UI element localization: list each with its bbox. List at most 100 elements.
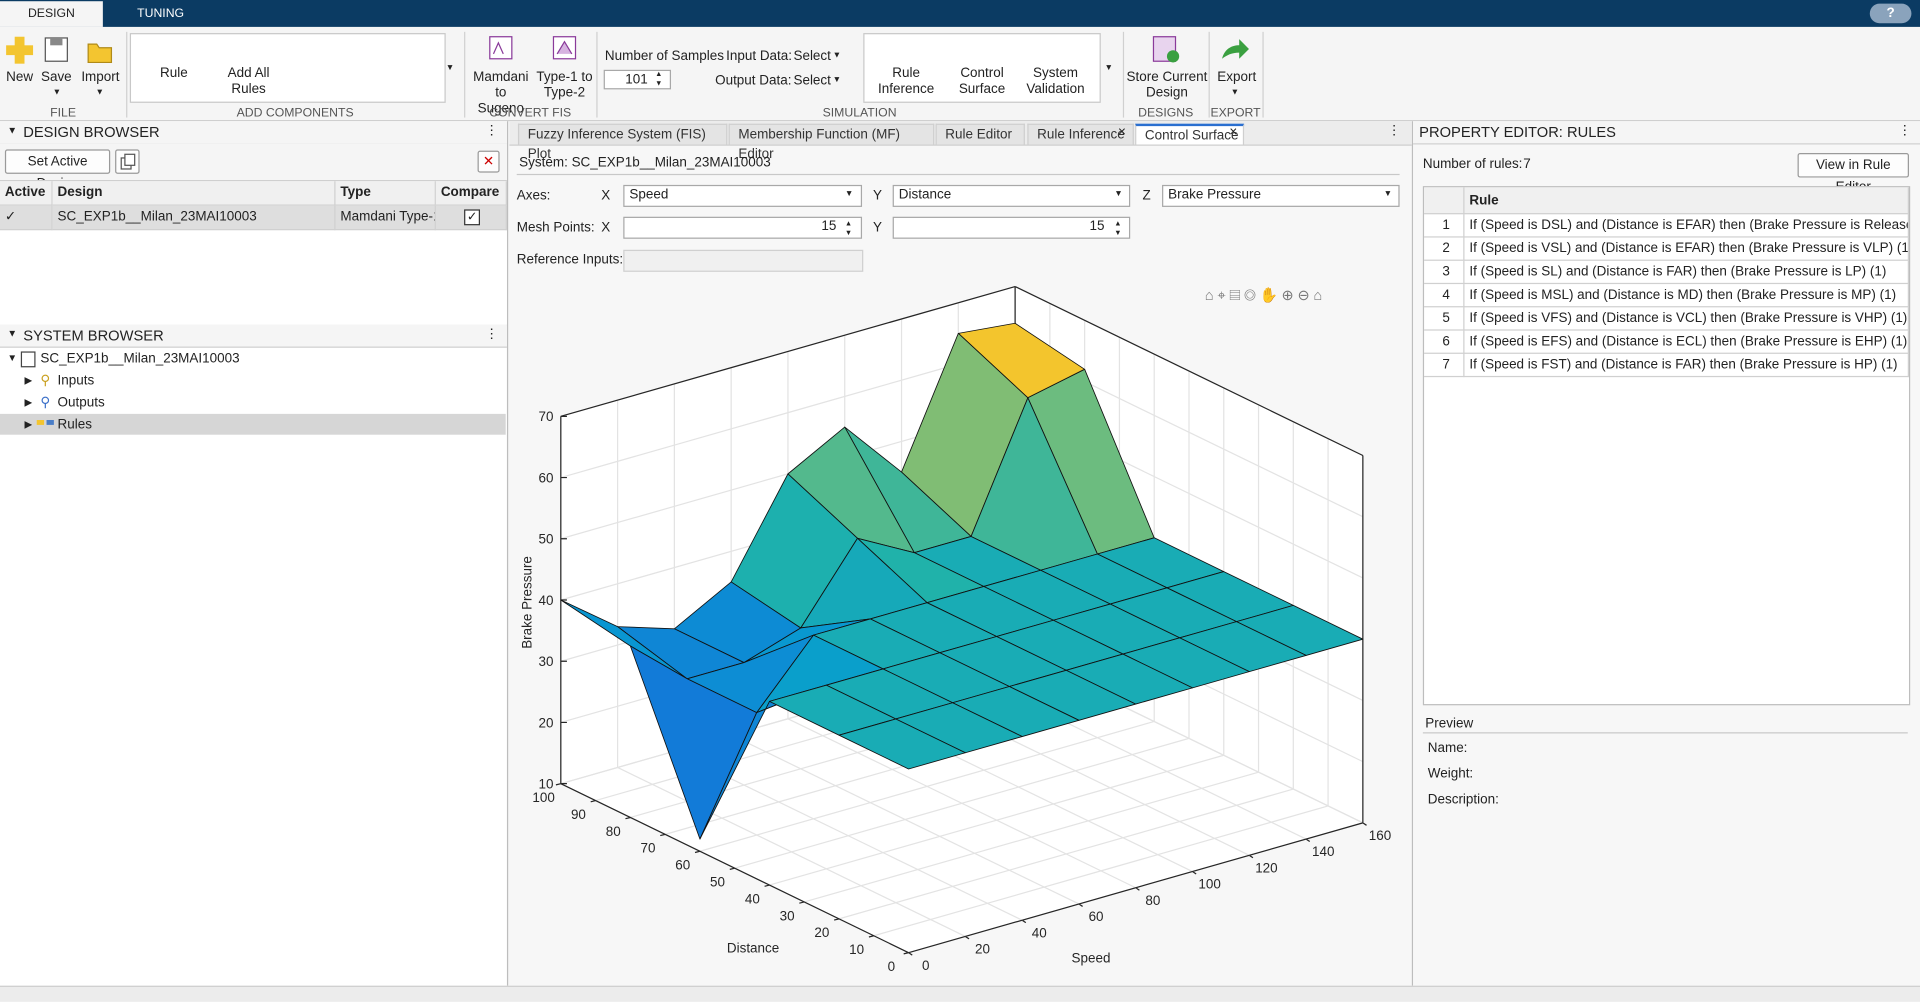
button-label[interactable]: Rule Inference bbox=[878, 66, 935, 97]
collapse-arrow[interactable]: ▼ bbox=[7, 124, 18, 136]
dropdown-arrow[interactable]: ▼ bbox=[832, 75, 842, 85]
collapse-arrow[interactable]: ▼ bbox=[7, 328, 18, 340]
rule-index[interactable]: 7 bbox=[1424, 353, 1465, 378]
button-label[interactable]: Export bbox=[1217, 69, 1257, 85]
delete-button[interactable]: ✕ bbox=[477, 150, 500, 173]
y-tick-label: 0 bbox=[888, 959, 895, 974]
field-label: X bbox=[601, 188, 611, 204]
title-bar bbox=[0, 0, 1920, 27]
dropdown[interactable]: Select bbox=[793, 48, 831, 64]
set-active-design-button[interactable]: Set Active Design bbox=[4, 149, 111, 191]
outputs-icon: ⚲ bbox=[40, 395, 51, 411]
table-cell[interactable]: SC_EXP1b__Milan_23MAI10003 bbox=[52, 205, 336, 231]
button-label[interactable]: System Validation bbox=[1026, 66, 1085, 97]
separator bbox=[1208, 31, 1210, 118]
rule-index[interactable]: 2 bbox=[1424, 237, 1465, 261]
group-label: EXPORT bbox=[1210, 106, 1261, 121]
document-tab[interactable]: Rule Inference bbox=[1027, 123, 1134, 145]
y-tick-label: 100 bbox=[532, 790, 554, 805]
button-label[interactable]: Type-1 to Type-2 bbox=[536, 69, 593, 101]
dropdown-arrow[interactable]: ▼ bbox=[1230, 88, 1240, 97]
button-label[interactable]: Mamdani to Sugeno bbox=[473, 69, 529, 117]
spinner-arrows[interactable]: ▲ ▼ bbox=[655, 71, 663, 89]
icon-type2 bbox=[552, 36, 577, 60]
rule-index[interactable]: 4 bbox=[1424, 284, 1465, 308]
tree-node[interactable]: Inputs bbox=[57, 373, 95, 389]
dropdown-arrow[interactable]: ▼ bbox=[1114, 189, 1123, 199]
button-label[interactable]: Add All Rules bbox=[227, 66, 270, 97]
rule-text[interactable]: If (Speed is VSL) and (Distance is EFAR)… bbox=[1464, 237, 1909, 261]
tab-close[interactable]: × bbox=[1117, 124, 1126, 140]
gallery-expand[interactable]: ▼ bbox=[445, 63, 455, 73]
z-tick-label: 60 bbox=[539, 470, 554, 485]
table-cell[interactable]: Mamdani Type-1 bbox=[335, 205, 436, 231]
rule-text[interactable]: If (Speed is SL) and (Distance is FAR) t… bbox=[1464, 260, 1909, 285]
spinner-arrows[interactable]: ▲ ▼ bbox=[1114, 220, 1122, 238]
reference-inputs-field[interactable] bbox=[623, 249, 864, 272]
rule-text[interactable]: If (Speed is DSL) and (Distance is EFAR)… bbox=[1464, 214, 1909, 238]
compare-checkbox[interactable]: ✓ bbox=[464, 209, 481, 226]
help-button[interactable]: ? bbox=[1869, 3, 1912, 24]
button-label[interactable]: Rule bbox=[160, 66, 188, 81]
samples-spinner[interactable]: 101 bbox=[603, 69, 672, 90]
tree-node[interactable]: Outputs bbox=[57, 395, 105, 411]
button-label[interactable]: Store Current Design bbox=[1126, 69, 1208, 101]
button-label[interactable]: Save bbox=[40, 69, 72, 85]
dropdown[interactable]: Select bbox=[793, 73, 831, 89]
document-tab[interactable]: Fuzzy Inference System (FIS) Plot bbox=[517, 123, 728, 162]
tab[interactable]: TUNING bbox=[137, 7, 185, 21]
rule-index[interactable]: 5 bbox=[1424, 307, 1465, 331]
x-input-dropdown[interactable]: Speed bbox=[623, 184, 863, 207]
z-output-dropdown[interactable]: Brake Pressure bbox=[1162, 184, 1400, 207]
button-label[interactable]: Import bbox=[81, 69, 120, 85]
rule-text[interactable]: If (Speed is EFS) and (Distance is ECL) … bbox=[1464, 330, 1909, 354]
rule-index[interactable]: 1 bbox=[1424, 214, 1465, 238]
spinner-arrows[interactable]: ▲ ▼ bbox=[844, 220, 853, 238]
y-axis-label: Distance bbox=[727, 941, 779, 956]
tree-expander[interactable]: ▶ bbox=[24, 418, 33, 430]
tree-expander[interactable]: ▶ bbox=[24, 396, 33, 408]
tree-node[interactable]: Rules bbox=[57, 417, 92, 433]
panel-menu[interactable]: ⋮ bbox=[484, 123, 499, 139]
button-label[interactable]: Control Surface bbox=[958, 66, 1006, 97]
field-label: Description: bbox=[1427, 792, 1499, 807]
rule-index[interactable]: 6 bbox=[1424, 330, 1465, 354]
y-input-dropdown[interactable]: Distance bbox=[892, 184, 1131, 207]
x-tick-label: 40 bbox=[1032, 925, 1047, 940]
tree-expander[interactable]: ▶ bbox=[24, 374, 33, 386]
field-label: Number of rules: bbox=[1422, 156, 1523, 172]
rule-index[interactable]: 3 bbox=[1424, 260, 1465, 285]
inputs-icon: ⚲ bbox=[40, 373, 51, 389]
dropdown-arrow[interactable]: ▼ bbox=[1383, 189, 1393, 199]
rule-text[interactable]: If (Speed is FST) and (Distance is FAR) … bbox=[1464, 353, 1909, 378]
mesh-x-spinner[interactable]: 15 bbox=[623, 216, 863, 239]
table-cell[interactable]: ✓ bbox=[0, 205, 53, 231]
dropdown-arrow[interactable]: ▼ bbox=[832, 51, 842, 61]
document-tab[interactable]: Rule Editor bbox=[935, 123, 1025, 145]
copy-button[interactable] bbox=[115, 149, 140, 174]
tab-close[interactable]: × bbox=[1229, 124, 1238, 140]
dropdown-arrow[interactable]: ▼ bbox=[52, 88, 62, 97]
tab-menu[interactable]: ⋮ bbox=[1387, 123, 1401, 139]
group-label: FILE bbox=[50, 106, 76, 121]
gallery-expand[interactable]: ▼ bbox=[1104, 63, 1113, 73]
document-tab[interactable]: Membership Function (MF) Editor bbox=[728, 123, 935, 162]
tab[interactable]: DESIGN bbox=[0, 1, 103, 27]
tree-expander[interactable]: ▼ bbox=[7, 352, 18, 364]
column-header: Rule bbox=[1464, 187, 1909, 215]
z-tick-label: 70 bbox=[539, 409, 554, 424]
panel-menu[interactable]: ⋮ bbox=[484, 326, 499, 342]
axes-toolbar[interactable]: ⌂⌖▤◎✋⊕⊖⌂ bbox=[1204, 286, 1327, 304]
rule-text[interactable]: If (Speed is MSL) and (Distance is MD) t… bbox=[1464, 284, 1909, 308]
dropdown-arrow[interactable]: ▼ bbox=[95, 88, 105, 97]
divider bbox=[1422, 732, 1908, 734]
dropdown-arrow[interactable]: ▼ bbox=[844, 189, 854, 199]
rule-text[interactable]: If (Speed is VFS) and (Distance is VCL) … bbox=[1464, 307, 1909, 331]
button-label[interactable]: New bbox=[6, 69, 34, 85]
panel-menu[interactable]: ⋮ bbox=[1897, 123, 1912, 139]
mesh-y-spinner[interactable]: 15 bbox=[892, 216, 1131, 239]
tree-node[interactable]: SC_EXP1b__Milan_23MAI10003 bbox=[40, 351, 240, 367]
document-tab[interactable]: Control Surface bbox=[1135, 123, 1245, 145]
view-in-rule-editor-button[interactable]: View in Rule Editor bbox=[1797, 153, 1909, 195]
